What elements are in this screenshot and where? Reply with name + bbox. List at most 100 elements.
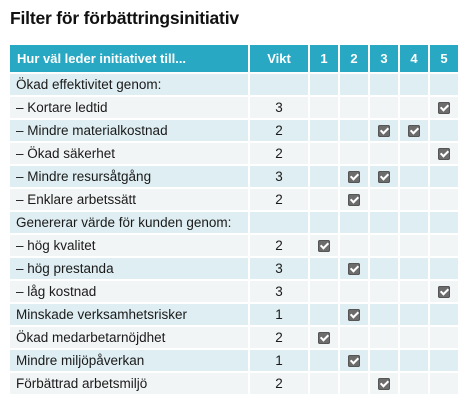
score-cell-1[interactable] <box>310 281 338 302</box>
score-cell-3[interactable] <box>370 120 398 141</box>
row-label: – Enklare arbetssätt <box>10 189 248 210</box>
score-cell-5[interactable] <box>430 235 458 256</box>
checkbox-checked-icon[interactable] <box>348 263 360 276</box>
score-cell-1[interactable] <box>310 120 338 141</box>
score-cell-2[interactable] <box>340 166 368 187</box>
page-title: Filter för förbättringsinitiativ <box>10 8 239 28</box>
score-cell-1[interactable] <box>310 97 338 118</box>
table-header-row: Hur väl leder initiativet till... Vikt 1… <box>10 45 458 72</box>
score-cell-2[interactable] <box>340 235 368 256</box>
score-cell-5[interactable] <box>430 212 458 233</box>
score-cell-5[interactable] <box>430 143 458 164</box>
score-cell-4[interactable] <box>400 350 428 371</box>
row-weight: 1 <box>250 304 308 325</box>
score-cell-4[interactable] <box>400 258 428 279</box>
checkbox-checked-icon[interactable] <box>438 102 450 115</box>
checkbox-checked-icon[interactable] <box>348 355 360 368</box>
score-cell-2[interactable] <box>340 373 368 394</box>
table-row: – Mindre materialkostnad 2 <box>10 120 458 141</box>
checkbox-checked-icon[interactable] <box>318 332 330 345</box>
score-cell-2[interactable] <box>340 212 368 233</box>
score-cell-1[interactable] <box>310 304 338 325</box>
score-cell-3[interactable] <box>370 212 398 233</box>
score-cell-1[interactable] <box>310 166 338 187</box>
row-weight: 2 <box>250 373 308 394</box>
checkbox-checked-icon[interactable] <box>378 171 390 184</box>
score-cell-4[interactable] <box>400 281 428 302</box>
score-cell-3[interactable] <box>370 281 398 302</box>
score-cell-1[interactable] <box>310 235 338 256</box>
score-cell-5[interactable] <box>430 281 458 302</box>
score-cell-4[interactable] <box>400 189 428 210</box>
score-cell-3[interactable] <box>370 258 398 279</box>
score-cell-5[interactable] <box>430 350 458 371</box>
score-cell-4[interactable] <box>400 235 428 256</box>
score-cell-5[interactable] <box>430 327 458 348</box>
score-cell-3[interactable] <box>370 166 398 187</box>
checkbox-checked-icon[interactable] <box>438 148 450 161</box>
score-cell-3[interactable] <box>370 189 398 210</box>
score-cell-3[interactable] <box>370 350 398 371</box>
score-cell-1[interactable] <box>310 212 338 233</box>
score-cell-3[interactable] <box>370 373 398 394</box>
score-cell-1[interactable] <box>310 189 338 210</box>
checkbox-checked-icon[interactable] <box>348 194 360 207</box>
column-header-score-2: 2 <box>340 45 368 72</box>
score-cell-4[interactable] <box>400 304 428 325</box>
score-cell-4[interactable] <box>400 327 428 348</box>
score-cell-5[interactable] <box>430 74 458 95</box>
checkbox-checked-icon[interactable] <box>378 378 390 391</box>
row-weight: 2 <box>250 327 308 348</box>
score-cell-2[interactable] <box>340 258 368 279</box>
score-cell-1[interactable] <box>310 258 338 279</box>
score-cell-5[interactable] <box>430 304 458 325</box>
table-row: Förbättrad arbetsmiljö 2 <box>10 373 458 394</box>
score-cell-3[interactable] <box>370 143 398 164</box>
score-cell-2[interactable] <box>340 189 368 210</box>
score-cell-5[interactable] <box>430 373 458 394</box>
row-weight: 3 <box>250 97 308 118</box>
score-cell-3[interactable] <box>370 304 398 325</box>
score-cell-1[interactable] <box>310 327 338 348</box>
score-cell-4[interactable] <box>400 97 428 118</box>
checkbox-checked-icon[interactable] <box>318 240 330 253</box>
score-cell-1[interactable] <box>310 143 338 164</box>
score-cell-5[interactable] <box>430 120 458 141</box>
score-cell-4[interactable] <box>400 143 428 164</box>
score-cell-3[interactable] <box>370 235 398 256</box>
score-cell-2[interactable] <box>340 350 368 371</box>
score-cell-1[interactable] <box>310 373 338 394</box>
score-cell-5[interactable] <box>430 166 458 187</box>
score-cell-5[interactable] <box>430 189 458 210</box>
row-weight: 2 <box>250 189 308 210</box>
score-cell-2[interactable] <box>340 281 368 302</box>
row-weight: 2 <box>250 143 308 164</box>
score-cell-2[interactable] <box>340 143 368 164</box>
row-label: Ökad effektivitet genom: <box>10 74 248 95</box>
checkbox-checked-icon[interactable] <box>438 286 450 299</box>
score-cell-2[interactable] <box>340 120 368 141</box>
row-label: – Kortare ledtid <box>10 97 248 118</box>
score-cell-4[interactable] <box>400 74 428 95</box>
score-cell-1[interactable] <box>310 350 338 371</box>
score-cell-4[interactable] <box>400 212 428 233</box>
score-cell-5[interactable] <box>430 97 458 118</box>
checkbox-checked-icon[interactable] <box>348 309 360 322</box>
score-cell-2[interactable] <box>340 327 368 348</box>
checkbox-checked-icon[interactable] <box>378 125 390 138</box>
score-cell-4[interactable] <box>400 166 428 187</box>
score-cell-2[interactable] <box>340 304 368 325</box>
table-row: – Mindre resursåtgång 3 <box>10 166 458 187</box>
score-cell-3[interactable] <box>370 327 398 348</box>
score-cell-2[interactable] <box>340 97 368 118</box>
checkbox-checked-icon[interactable] <box>348 171 360 184</box>
score-cell-3[interactable] <box>370 97 398 118</box>
score-cell-4[interactable] <box>400 373 428 394</box>
checkbox-checked-icon[interactable] <box>408 125 420 138</box>
score-cell-1[interactable] <box>310 74 338 95</box>
row-weight: 2 <box>250 120 308 141</box>
score-cell-4[interactable] <box>400 120 428 141</box>
score-cell-5[interactable] <box>430 258 458 279</box>
score-cell-3[interactable] <box>370 74 398 95</box>
score-cell-2[interactable] <box>340 74 368 95</box>
